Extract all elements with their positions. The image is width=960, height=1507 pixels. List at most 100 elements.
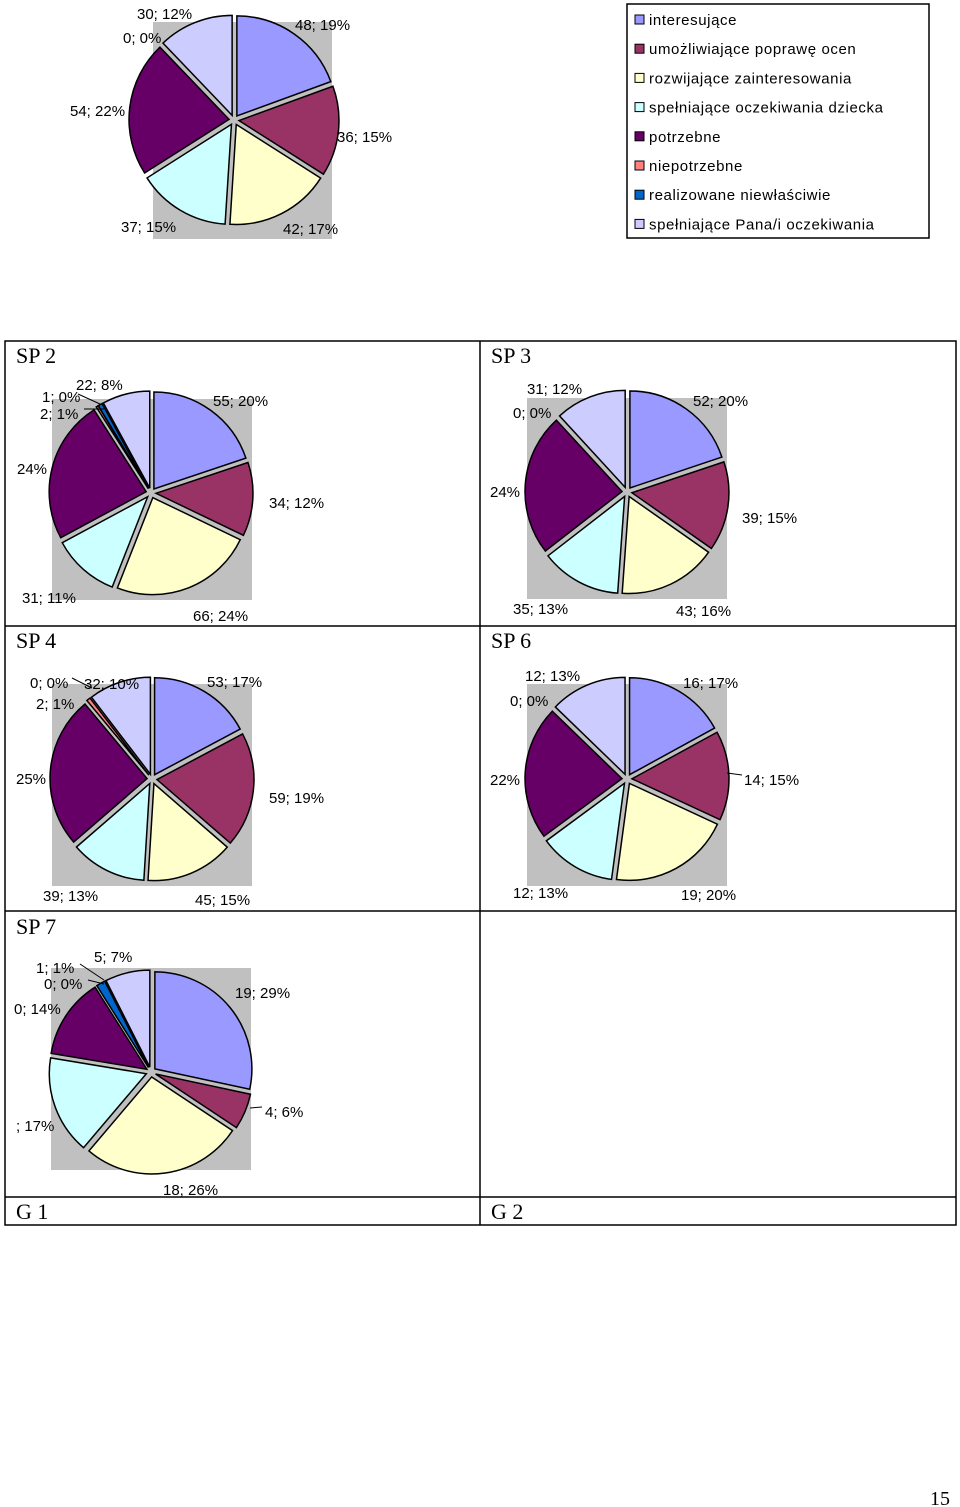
data-label-3-4: 25% bbox=[16, 771, 46, 788]
page-number: 15 bbox=[930, 1488, 950, 1507]
data-label-2-0: 52; 20% bbox=[693, 393, 748, 410]
data-label-2-6: 31; 12% bbox=[527, 381, 582, 398]
legend-label-3: spełniające oczekiwania dziecka bbox=[649, 100, 884, 117]
pie-slice-2-0 bbox=[629, 390, 723, 489]
data-label-3-6: 0; 0% bbox=[30, 675, 68, 692]
pie-slice-1-0 bbox=[153, 391, 247, 490]
data-label-2-4: 24% bbox=[490, 484, 520, 501]
leader-line-4-0 bbox=[726, 772, 743, 776]
leader-line-5-1 bbox=[87, 979, 105, 985]
legend-label-1: umożliwiające poprawę ocen bbox=[649, 41, 856, 58]
data-label-0-2: 42; 17% bbox=[283, 221, 338, 238]
pie-chart-3: 53; 17% 59; 19% 45; 15% 39; 13% 25% 2; 1% 0; 0… bbox=[16, 674, 324, 909]
pie-slice-3-4 bbox=[49, 702, 149, 844]
pie-slice-1-7 bbox=[102, 390, 151, 489]
caption-sp2: SP 2 bbox=[16, 343, 56, 368]
pie-slice-4-3 bbox=[545, 781, 626, 881]
pie-slice-4-7 bbox=[554, 676, 626, 777]
legend-swatch-4 bbox=[634, 131, 645, 142]
legend-swatch-7 bbox=[634, 218, 645, 229]
pie-slice-3-2 bbox=[147, 782, 229, 882]
caption-g2: G 2 bbox=[491, 1199, 523, 1224]
pie-slice-5-2 bbox=[87, 1075, 234, 1175]
data-label-1-2: 66; 24% bbox=[193, 608, 248, 625]
data-label-1-6: 2; 1% bbox=[40, 406, 78, 423]
data-label-4-5: 0; 0% bbox=[510, 693, 548, 710]
data-label-0-1: 36; 15% bbox=[337, 129, 392, 146]
pie-chart-4: 16; 17% 14; 15% 19; 20% 12; 13% 22% 0; 0% 12; … bbox=[490, 668, 799, 904]
pie-slice-3-3 bbox=[75, 781, 151, 882]
leader-line-5-2 bbox=[249, 1106, 263, 1109]
pie-slice-2-7 bbox=[558, 389, 626, 490]
data-label-4-4: 22% bbox=[490, 772, 520, 789]
pie-slice-3-0 bbox=[153, 676, 242, 776]
data-label-3-7: 32; 10% bbox=[84, 676, 139, 693]
data-label-5-4: 0; 14% bbox=[14, 1001, 61, 1018]
legend-label-6: realizowane niewłaściwie bbox=[649, 187, 831, 204]
legend-label-5: niepotrzebne bbox=[649, 158, 743, 175]
pie-slice-0-0 bbox=[236, 15, 332, 117]
data-label-0-3: 37; 15% bbox=[121, 219, 176, 236]
data-label-2-5: 0; 0% bbox=[513, 405, 551, 422]
pie-slice-1-1 bbox=[153, 461, 254, 537]
data-label-0-0: 48; 19% bbox=[295, 17, 350, 34]
data-label-3-0: 53; 17% bbox=[207, 674, 262, 691]
data-label-3-3: 39; 13% bbox=[43, 888, 98, 905]
pie-slice-2-1 bbox=[630, 460, 730, 550]
pie-chart-1: 55; 20% 34; 12% 66; 24% 31; 11% 24% 1; 0%2; 1… bbox=[17, 377, 324, 625]
pie-slice-1-6 bbox=[97, 402, 150, 490]
legend-swatch-1 bbox=[634, 43, 645, 54]
leader-line-5-0 bbox=[79, 963, 105, 981]
data-label-5-6: 1; 1% bbox=[36, 960, 74, 977]
caption-sp7: SP 7 bbox=[16, 914, 56, 939]
data-label-2-3: 35; 13% bbox=[513, 601, 568, 618]
data-label-4-1: 14; 15% bbox=[744, 772, 799, 789]
data-label-5-3: ; 17% bbox=[16, 1118, 54, 1135]
data-label-1-7: 22; 8% bbox=[76, 377, 123, 394]
data-label-3-2: 45; 15% bbox=[195, 892, 250, 909]
caption-sp4: SP 4 bbox=[16, 628, 56, 653]
pie-slice-0-4 bbox=[128, 46, 231, 175]
data-label-1-5: 1; 0% bbox=[42, 389, 80, 406]
pie-slice-2-2 bbox=[621, 495, 710, 595]
pie-slice-2-3 bbox=[546, 494, 626, 594]
caption-sp6: SP 6 bbox=[491, 628, 531, 653]
data-label-4-3: 12; 13% bbox=[513, 885, 568, 902]
pie-slice-3-7 bbox=[90, 676, 152, 777]
panel-grid bbox=[4, 340, 957, 1226]
data-label-0-5: 0; 0% bbox=[123, 30, 161, 47]
pie-slice-4-4 bbox=[524, 710, 624, 838]
caption-sp3: SP 3 bbox=[491, 343, 531, 368]
data-label-4-0: 16; 17% bbox=[683, 675, 738, 692]
data-label-1-0: 55; 20% bbox=[213, 393, 268, 410]
data-label-2-2: 43; 16% bbox=[676, 603, 731, 620]
pie-slice-3-1 bbox=[155, 732, 255, 845]
pie-slice-4-1 bbox=[630, 731, 730, 821]
data-label-4-2: 19; 20% bbox=[681, 887, 736, 904]
legend-label-0: interesujące bbox=[649, 12, 737, 29]
pie-slice-1-3 bbox=[61, 495, 150, 588]
legend-swatch-2 bbox=[634, 72, 645, 83]
data-label-0-6: 30; 12% bbox=[137, 6, 192, 23]
data-label-1-3: 31; 11% bbox=[22, 590, 76, 607]
pie-slice-2-4 bbox=[524, 419, 624, 553]
data-label-5-2: 18; 26% bbox=[163, 1182, 218, 1199]
pie-slice-4-2 bbox=[615, 782, 719, 882]
data-label-3-5: 2; 1% bbox=[36, 696, 74, 713]
data-label-5-1: 4; 6% bbox=[265, 1104, 303, 1121]
pie-slice-5-4 bbox=[50, 986, 149, 1071]
legend-label-2: rozwijające zainteresowania bbox=[649, 70, 852, 87]
pie-slice-5-1 bbox=[155, 1073, 252, 1129]
data-label-5-7: 5; 7% bbox=[94, 949, 132, 966]
pie-slice-1-4 bbox=[48, 408, 148, 539]
pie-chart-0: 48; 19% 36; 15% 42; 17% 37; 15% 54; 22% 0; 0%… bbox=[70, 6, 392, 239]
legend-swatch-5 bbox=[634, 160, 645, 171]
data-label-5-5: 0; 0% bbox=[44, 976, 82, 993]
data-label-3-1: 59; 19% bbox=[269, 790, 324, 807]
data-label-4-6: 12; 13% bbox=[525, 668, 580, 685]
data-label-5-0: 19; 29% bbox=[235, 985, 290, 1002]
pie-slice-0-2 bbox=[229, 123, 322, 226]
leader-line-1-0 bbox=[77, 393, 101, 405]
data-label-1-4: 24% bbox=[17, 461, 47, 478]
